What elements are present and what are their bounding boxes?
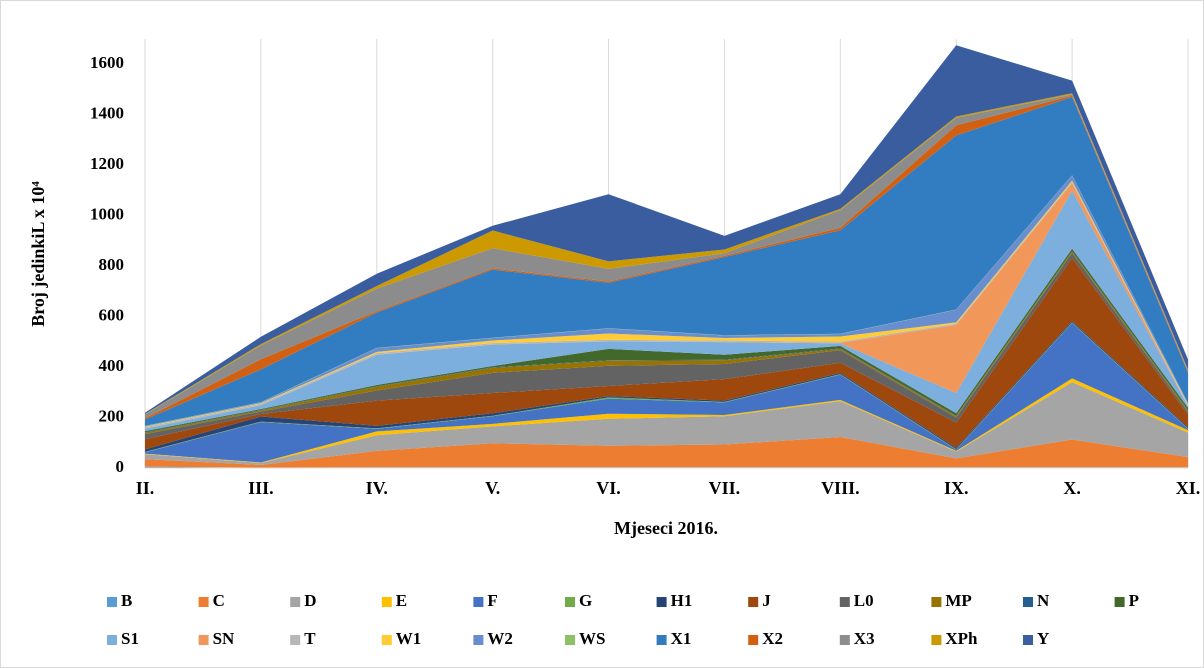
legend-swatch (198, 597, 209, 607)
legend-swatch (748, 597, 759, 607)
legend-label: N (1037, 591, 1050, 610)
area (145, 322, 1188, 463)
legend-label: W1 (396, 629, 422, 648)
legend-swatch (1023, 635, 1033, 645)
legend-swatch (290, 635, 301, 645)
legend-label: X2 (762, 629, 783, 648)
y-tick-label: 1200 (90, 154, 124, 173)
legend-label: G (579, 591, 592, 610)
area (145, 382, 1188, 465)
legend-swatch (565, 635, 575, 645)
legend-label: B (121, 591, 132, 610)
legend-label: H1 (671, 591, 693, 610)
legend-label: XPh (945, 629, 978, 648)
y-tick-label: 0 (116, 457, 125, 476)
legend-label: S1 (121, 629, 139, 648)
legend-label: E (396, 591, 407, 610)
legend-label: T (304, 629, 316, 648)
x-tick-label: IX. (944, 478, 969, 498)
y-tick-label: 1000 (90, 205, 124, 224)
area (145, 175, 1188, 427)
legend-label: D (304, 591, 316, 610)
area (145, 45, 1188, 414)
legend-swatch (473, 597, 484, 607)
x-tick-label: VI. (596, 478, 621, 498)
y-tick-label: 600 (99, 305, 125, 324)
y-tick-label: 1400 (90, 104, 124, 123)
x-tick-label: II. (136, 478, 155, 498)
y-axis-label: Broj jedinkiL x 10⁴ (28, 181, 48, 327)
legend-label: MP (945, 591, 971, 610)
legend-swatch (931, 635, 942, 645)
legend-swatch (198, 635, 209, 645)
legend-swatch (473, 635, 484, 645)
legend-swatch (1114, 597, 1125, 607)
x-tick-label: VIII. (821, 478, 860, 498)
legend-label: W2 (487, 629, 513, 648)
y-tick-label: 800 (99, 255, 125, 274)
area (145, 258, 1188, 450)
y-tick-label: 400 (99, 356, 125, 375)
x-tick-label: XI. (1176, 478, 1201, 498)
legend-swatch (839, 597, 850, 607)
legend-swatch (839, 635, 850, 645)
x-tick-label: III. (248, 478, 274, 498)
legend-swatch (107, 597, 117, 607)
y-tick-label: 1600 (90, 53, 124, 72)
x-tick-label: VII. (709, 478, 741, 498)
legend-swatch (381, 597, 392, 607)
legend-swatch (656, 597, 667, 607)
x-axis-label: Mjeseci 2016. (614, 518, 718, 538)
legend-swatch (1023, 597, 1033, 607)
legend-swatch (931, 597, 942, 607)
area (145, 378, 1188, 463)
legend-swatch (290, 597, 301, 607)
x-tick-label: V. (485, 478, 500, 498)
legend-swatch (656, 635, 667, 645)
area (145, 252, 1188, 440)
legend-label: F (487, 591, 497, 610)
legend-label: SN (213, 629, 235, 648)
legend-label: C (213, 591, 225, 610)
legend-swatch (107, 635, 117, 645)
area (145, 248, 1188, 433)
legend-swatch (565, 597, 575, 607)
area (145, 436, 1188, 468)
legend-label: J (762, 591, 771, 610)
legend-swatch (381, 635, 392, 645)
area (145, 190, 1188, 432)
legend-label: X3 (854, 629, 875, 648)
legend-label: WS (579, 629, 605, 648)
x-tick-label: X. (1063, 478, 1081, 498)
legend-label: P (1129, 591, 1139, 610)
area (145, 183, 1188, 429)
legend-label: Y (1037, 629, 1049, 648)
legend-label: X1 (671, 629, 692, 648)
y-tick-label: 200 (99, 406, 125, 425)
legend-swatch (748, 635, 759, 645)
area (145, 97, 1188, 426)
x-tick-label: IV. (366, 478, 388, 498)
legend-label: L0 (854, 591, 874, 610)
